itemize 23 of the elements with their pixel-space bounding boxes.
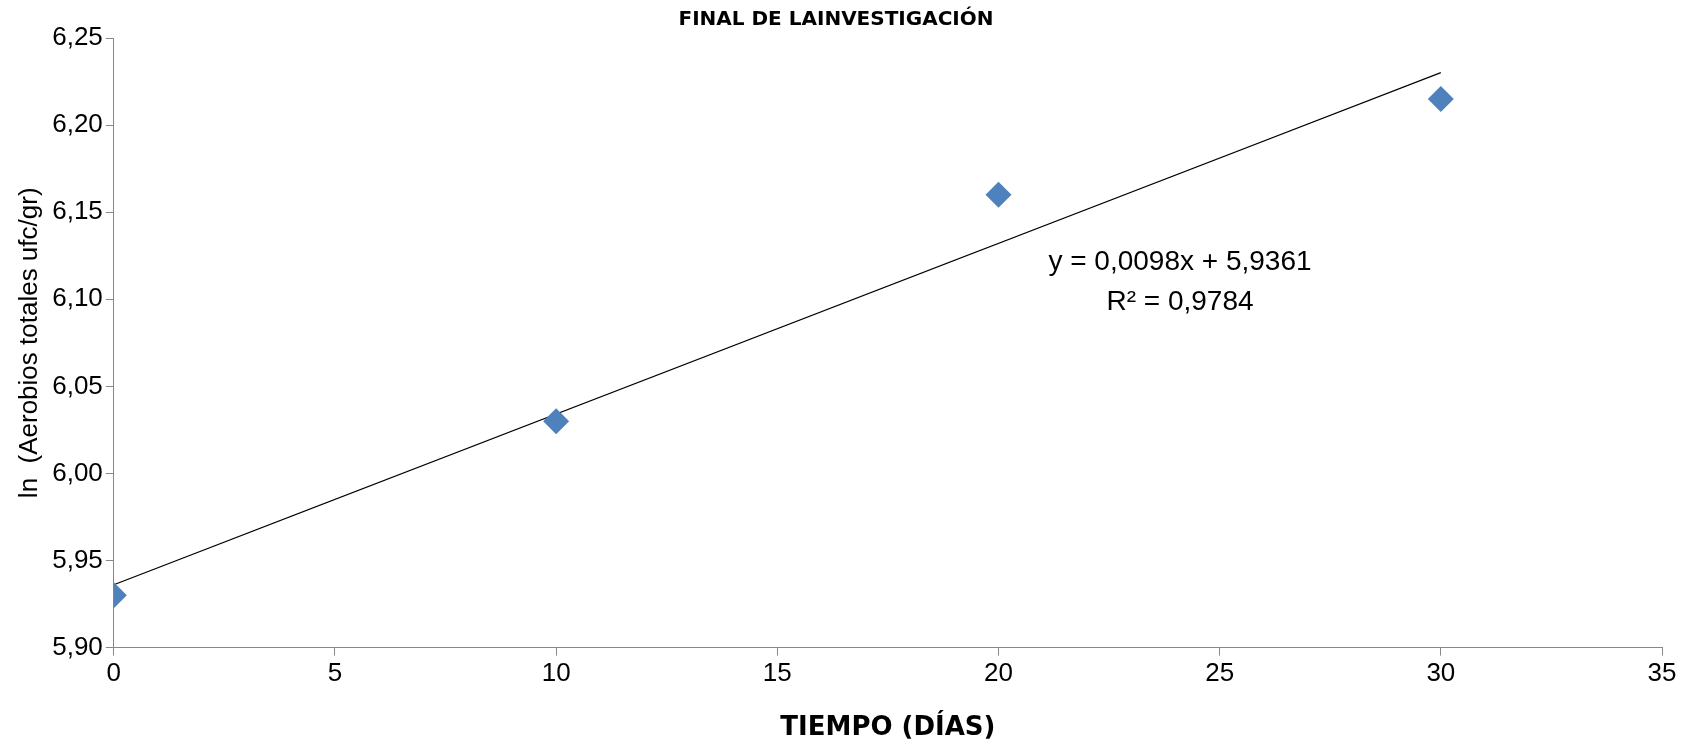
x-tick-label: 5 <box>327 657 343 688</box>
point <box>985 181 1012 208</box>
x-tick-label: 15 <box>762 657 792 688</box>
y-tick-label: 6,05 <box>52 369 103 400</box>
annotation: y = 0,0098x + 5,9361 <box>1048 244 1312 276</box>
x-tick-label: 10 <box>541 657 571 688</box>
y-tick-label: 6,20 <box>52 108 103 139</box>
x-tick-label: 0 <box>106 657 122 688</box>
annotation: R² = 0,9784 <box>1106 284 1254 316</box>
y-tick-label: 5,90 <box>52 630 103 661</box>
y-tick-label: 6,10 <box>52 282 103 313</box>
point <box>1427 85 1454 112</box>
y-tick-label: 5,95 <box>52 543 103 574</box>
y-tick-label: 6,00 <box>52 456 103 487</box>
x-tick-label: 35 <box>1647 657 1677 688</box>
x-tick-label: 20 <box>984 657 1013 688</box>
y-tick-label: 6,25 <box>52 21 103 52</box>
y-axis-title: ln (Aerobios totales ufc/gr) <box>12 187 43 499</box>
x-axis-title: TIEMPO (DÍAS) <box>780 710 996 742</box>
x-tick-label: 25 <box>1205 657 1235 688</box>
chart-title: FINAL DE LAINVESTIGACIÓN <box>678 6 994 31</box>
y-tick-label: 6,15 <box>52 195 103 226</box>
x-tick-label: 30 <box>1426 657 1456 688</box>
